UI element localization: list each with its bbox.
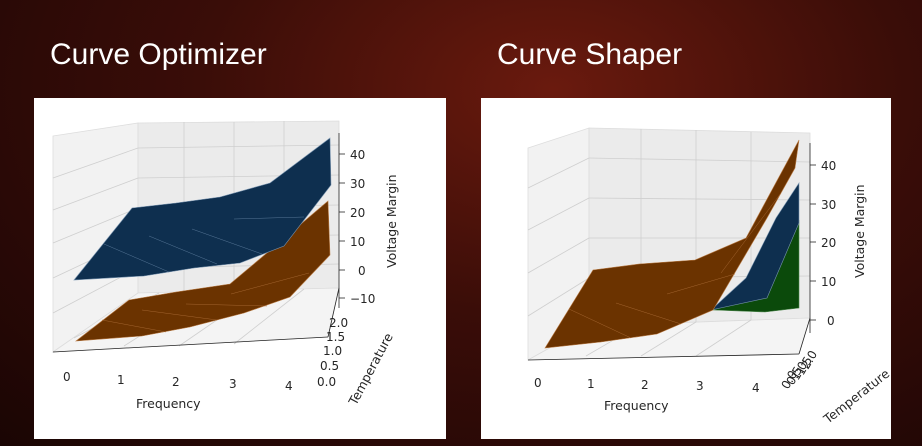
z-tick-label: 20 [821, 236, 836, 250]
y-axis-label: Temperature [345, 330, 396, 408]
y-tick-label: 0.0 [317, 375, 336, 389]
z-tick-label: 20 [350, 206, 365, 220]
x-tick-label: 1 [117, 373, 125, 387]
x-tick-label: 3 [696, 379, 704, 393]
z-tick-label: 0 [358, 264, 366, 278]
x-axis-label: Frequency [136, 396, 201, 411]
x-tick-label: 0 [63, 370, 71, 384]
y-tick-label: 0.5 [320, 359, 339, 373]
x-tick-label: 4 [752, 381, 760, 395]
z-tick-label: 40 [350, 148, 365, 162]
x-axis: 0 1 2 3 4 Frequency [528, 354, 799, 413]
y-tick-label: 1.5 [326, 330, 345, 344]
curve-optimizer-title: Curve Optimizer [50, 38, 267, 72]
z-tick-label: −10 [350, 292, 375, 306]
z-axis-label: Voltage Margin [384, 174, 399, 268]
y-tick-label: 1.0 [323, 344, 342, 358]
z-axis-label: Voltage Margin [852, 184, 867, 278]
z-tick-label: 0 [827, 314, 835, 328]
x-tick-label: 0 [534, 376, 542, 390]
x-axis-label: Frequency [604, 398, 669, 413]
z-axis: 0 10 20 30 40 Voltage Margin [810, 143, 867, 333]
z-axis: −10 0 10 20 30 40 Voltage Margin [339, 133, 399, 308]
curve-shaper-title: Curve Shaper [497, 38, 682, 72]
x-tick-label: 2 [172, 375, 180, 389]
z-tick-label: 40 [821, 159, 836, 173]
y-tick-label: 2.0 [329, 316, 348, 330]
y-axis-label: Temperature [820, 366, 891, 427]
curve-shaper-chart: 0 10 20 30 40 Voltage Margin 0 1 2 3 4 F… [481, 98, 891, 439]
z-tick-label: 30 [821, 198, 836, 212]
z-tick-label: 10 [350, 235, 365, 249]
curve-optimizer-chart: −10 0 10 20 30 40 Voltage Margin 0 1 2 3… [34, 98, 446, 439]
x-tick-label: 4 [285, 379, 293, 393]
x-tick-label: 1 [587, 377, 595, 391]
x-tick-label: 2 [641, 378, 649, 392]
x-tick-label: 3 [229, 377, 237, 391]
z-tick-label: 10 [821, 275, 836, 289]
z-tick-label: 30 [350, 177, 365, 191]
